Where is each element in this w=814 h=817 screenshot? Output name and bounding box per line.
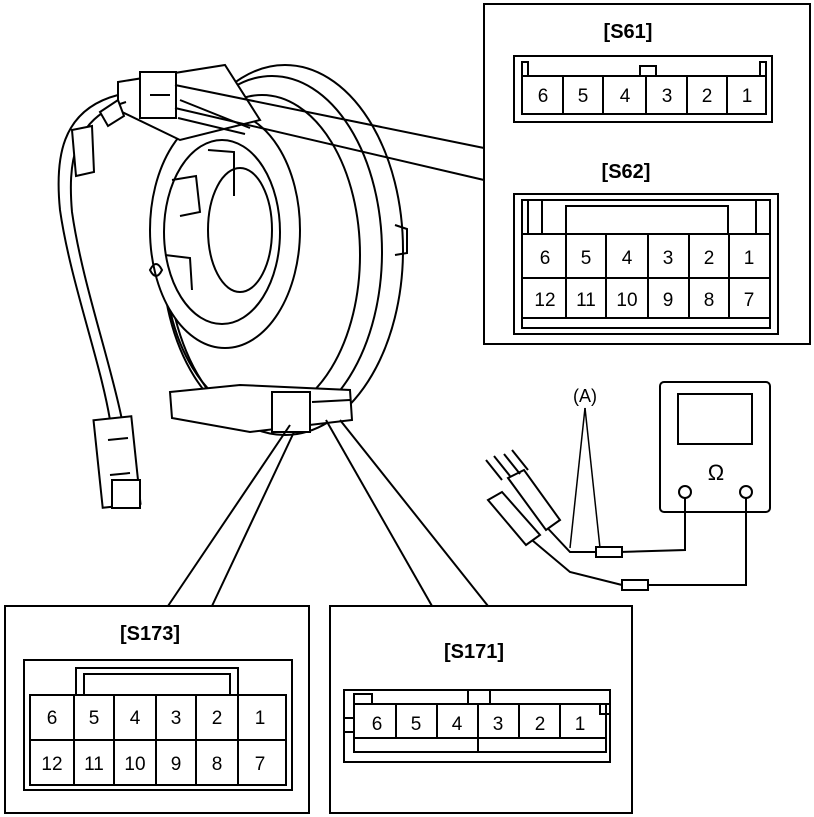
- s173-pin-8: 8: [212, 754, 223, 775]
- s171-pin-5: 5: [411, 714, 422, 735]
- s173-pin-10: 10: [124, 754, 145, 775]
- s62-pin-10: 10: [616, 290, 637, 311]
- s61-pin-6: 6: [538, 86, 549, 107]
- connector-s173: [S173] 6 5 4 3 2 1 12 11 10 9 8 7: [23, 623, 293, 791]
- s62-pin-5: 5: [581, 248, 592, 269]
- s62-pin-6: 6: [540, 248, 551, 269]
- s173-pin-1: 1: [255, 708, 266, 729]
- meter-body: [659, 381, 771, 513]
- meter-terminal-right: [739, 485, 753, 499]
- s61-pin-2: 2: [702, 86, 713, 107]
- s171-pin-2: 2: [535, 714, 546, 735]
- meter-display: [677, 393, 753, 445]
- s61-pin-1: 1: [742, 86, 753, 107]
- s62-pin-4: 4: [622, 248, 633, 269]
- s62-pin-1: 1: [744, 248, 755, 269]
- s173-pin-12: 12: [41, 754, 62, 775]
- leader-lines: [167, 84, 489, 607]
- s173-label: [S173]: [120, 623, 180, 645]
- s171-label: [S171]: [444, 641, 504, 663]
- connector-s62: [S62] 6 5 4 3 2 1 12 11 10 9 8 7: [513, 161, 779, 335]
- s173-pin-6: 6: [47, 708, 58, 729]
- connector-s61: [S61] 6 5 4 3 2 1: [513, 21, 773, 123]
- connector-s171: [S171] 6 5 4 3 2 1: [343, 641, 611, 763]
- ohm-symbol: Ω: [708, 460, 724, 485]
- clock-spring-illustration: [57, 63, 408, 509]
- s61-pin-4: 4: [620, 86, 631, 107]
- s173-pin-4: 4: [130, 708, 141, 729]
- s62-pin-8: 8: [704, 290, 715, 311]
- s62-pin-11: 11: [576, 290, 596, 311]
- s173-pin-5: 5: [89, 708, 100, 729]
- s62-label: [S62]: [602, 161, 651, 183]
- meter-terminal-left: [678, 485, 692, 499]
- s62-pin-7: 7: [744, 290, 755, 311]
- s61-pin-5: 5: [578, 86, 589, 107]
- s173-pin-7: 7: [255, 754, 266, 775]
- s61-label: [S61]: [604, 21, 653, 43]
- s171-pin-4: 4: [452, 714, 463, 735]
- s173-pin-11: 11: [84, 754, 104, 775]
- s62-pin-2: 2: [704, 248, 715, 269]
- s62-pin-9: 9: [663, 290, 674, 311]
- s173-pin-3: 3: [171, 708, 182, 729]
- s173-pin-2: 2: [212, 708, 223, 729]
- s171-pin-6: 6: [372, 714, 383, 735]
- s173-pin-9: 9: [171, 754, 182, 775]
- s62-pin-12: 12: [534, 290, 555, 311]
- s171-pin-3: 3: [493, 714, 504, 735]
- s62-pin-3: 3: [663, 248, 674, 269]
- probe-label: (A): [573, 386, 597, 406]
- s171-pin-1: 1: [575, 714, 586, 735]
- s61-pin-3: 3: [662, 86, 673, 107]
- ohmmeter: (A) Ω: [485, 381, 771, 591]
- connector-box-s171: [329, 605, 633, 814]
